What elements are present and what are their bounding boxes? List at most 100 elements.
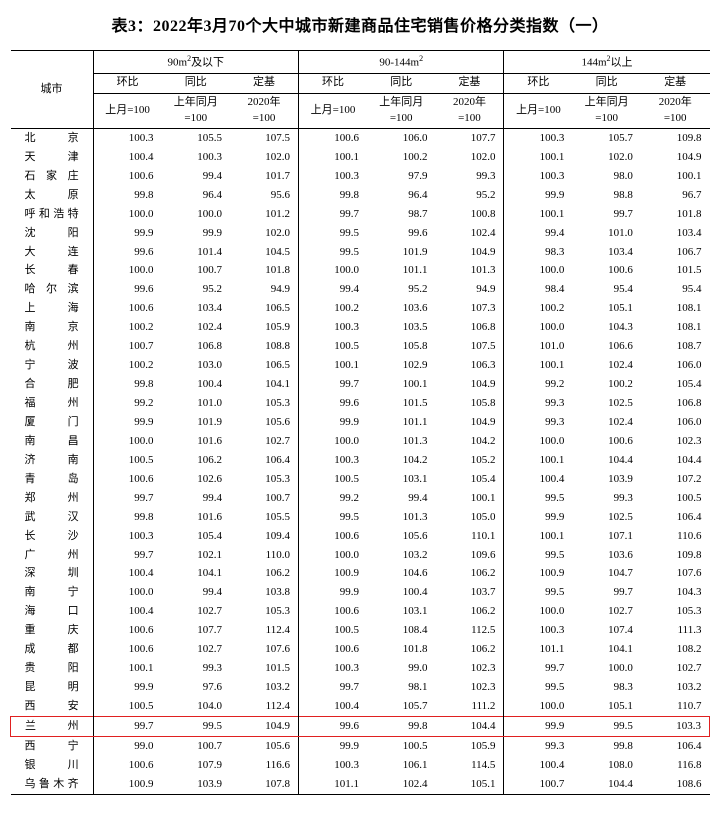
value-cell: 107.6 — [641, 565, 710, 584]
city-cell: 济 南 — [11, 451, 94, 470]
value-cell: 98.0 — [572, 167, 640, 186]
value-cell: 99.4 — [367, 489, 435, 508]
header-city: 城市 — [11, 51, 94, 129]
value-cell: 100.0 — [93, 262, 161, 281]
value-cell: 100.6 — [299, 603, 367, 622]
value-cell: 99.7 — [504, 660, 572, 679]
value-cell: 110.0 — [230, 546, 298, 565]
value-cell: 99.5 — [504, 584, 572, 603]
value-cell: 100.6 — [299, 527, 367, 546]
value-cell: 102.4 — [435, 224, 504, 243]
value-cell: 111.3 — [641, 622, 710, 641]
value-cell: 104.2 — [435, 432, 504, 451]
value-cell: 110.1 — [435, 527, 504, 546]
value-cell: 104.7 — [572, 565, 640, 584]
value-cell: 104.9 — [230, 717, 298, 737]
value-cell: 99.8 — [299, 186, 367, 205]
value-cell: 100.4 — [504, 470, 572, 489]
value-cell: 100.2 — [299, 300, 367, 319]
table-row: 郑 州99.799.4100.799.299.4100.199.599.3100… — [11, 489, 710, 508]
value-cell: 108.4 — [367, 622, 435, 641]
value-cell: 97.6 — [162, 679, 230, 698]
value-cell: 102.4 — [572, 357, 640, 376]
value-cell: 99.3 — [504, 395, 572, 414]
value-cell: 100.6 — [93, 756, 161, 775]
value-cell: 102.4 — [367, 775, 435, 794]
table-row: 厦 门99.9101.9105.699.9101.1104.999.3102.4… — [11, 413, 710, 432]
header-dingji-0: 定基 — [230, 73, 298, 93]
value-cell: 104.9 — [435, 243, 504, 262]
value-cell: 105.5 — [230, 508, 298, 527]
value-cell: 99.9 — [93, 679, 161, 698]
value-cell: 100.1 — [93, 660, 161, 679]
value-cell: 101.0 — [504, 338, 572, 357]
value-cell: 99.7 — [93, 489, 161, 508]
value-cell: 105.8 — [367, 338, 435, 357]
value-cell: 103.4 — [162, 300, 230, 319]
value-cell: 99.3 — [435, 167, 504, 186]
value-cell: 106.5 — [230, 300, 298, 319]
value-cell: 103.3 — [641, 717, 710, 737]
value-cell: 99.7 — [93, 717, 161, 737]
value-cell: 102.0 — [435, 148, 504, 167]
value-cell: 102.7 — [641, 660, 710, 679]
value-cell: 100.8 — [435, 205, 504, 224]
value-cell: 105.9 — [435, 737, 504, 756]
value-cell: 104.1 — [162, 565, 230, 584]
value-cell: 104.3 — [641, 584, 710, 603]
value-cell: 99.5 — [299, 224, 367, 243]
value-cell: 108.1 — [641, 300, 710, 319]
value-cell: 103.9 — [572, 470, 640, 489]
value-cell: 100.1 — [367, 376, 435, 395]
value-cell: 101.5 — [230, 660, 298, 679]
header-huanbi-1: 环比 — [299, 73, 367, 93]
value-cell: 99.7 — [299, 205, 367, 224]
value-cell: 105.3 — [641, 603, 710, 622]
value-cell: 100.0 — [299, 546, 367, 565]
value-cell: 96.4 — [367, 186, 435, 205]
value-cell: 99.9 — [504, 186, 572, 205]
value-cell: 102.3 — [435, 679, 504, 698]
value-cell: 100.7 — [230, 489, 298, 508]
value-cell: 106.1 — [367, 756, 435, 775]
value-cell: 99.5 — [504, 546, 572, 565]
value-cell: 105.1 — [572, 300, 640, 319]
value-cell: 98.8 — [572, 186, 640, 205]
value-cell: 100.4 — [162, 376, 230, 395]
value-cell: 99.5 — [504, 679, 572, 698]
value-cell: 104.5 — [230, 243, 298, 262]
value-cell: 105.0 — [435, 508, 504, 527]
value-cell: 101.0 — [162, 395, 230, 414]
value-cell: 102.0 — [230, 148, 298, 167]
city-cell: 哈 尔 滨 — [11, 281, 94, 300]
header-tongbi-1: 同比 — [367, 73, 435, 93]
value-cell: 99.4 — [299, 281, 367, 300]
value-cell: 114.5 — [435, 756, 504, 775]
value-cell: 95.4 — [572, 281, 640, 300]
city-cell: 乌鲁木齐 — [11, 775, 94, 794]
city-cell: 广 州 — [11, 546, 94, 565]
value-cell: 101.1 — [367, 262, 435, 281]
value-cell: 100.0 — [504, 262, 572, 281]
value-cell: 100.6 — [93, 167, 161, 186]
city-cell: 宁 波 — [11, 357, 94, 376]
value-cell: 98.3 — [572, 679, 640, 698]
value-cell: 102.7 — [230, 432, 298, 451]
city-cell: 厦 门 — [11, 413, 94, 432]
value-cell: 100.5 — [299, 622, 367, 641]
value-cell: 102.6 — [162, 470, 230, 489]
city-cell: 海 口 — [11, 603, 94, 622]
value-cell: 104.9 — [641, 148, 710, 167]
value-cell: 99.6 — [367, 224, 435, 243]
value-cell: 99.5 — [162, 717, 230, 737]
value-cell: 105.2 — [435, 451, 504, 470]
value-cell: 100.0 — [93, 584, 161, 603]
value-cell: 102.4 — [572, 413, 640, 432]
value-cell: 100.7 — [93, 338, 161, 357]
value-cell: 101.2 — [230, 205, 298, 224]
value-cell: 100.6 — [572, 262, 640, 281]
value-cell: 101.8 — [367, 641, 435, 660]
table-row: 沈 阳99.999.9102.099.599.6102.499.4101.010… — [11, 224, 710, 243]
value-cell: 105.4 — [162, 527, 230, 546]
value-cell: 102.7 — [572, 603, 640, 622]
